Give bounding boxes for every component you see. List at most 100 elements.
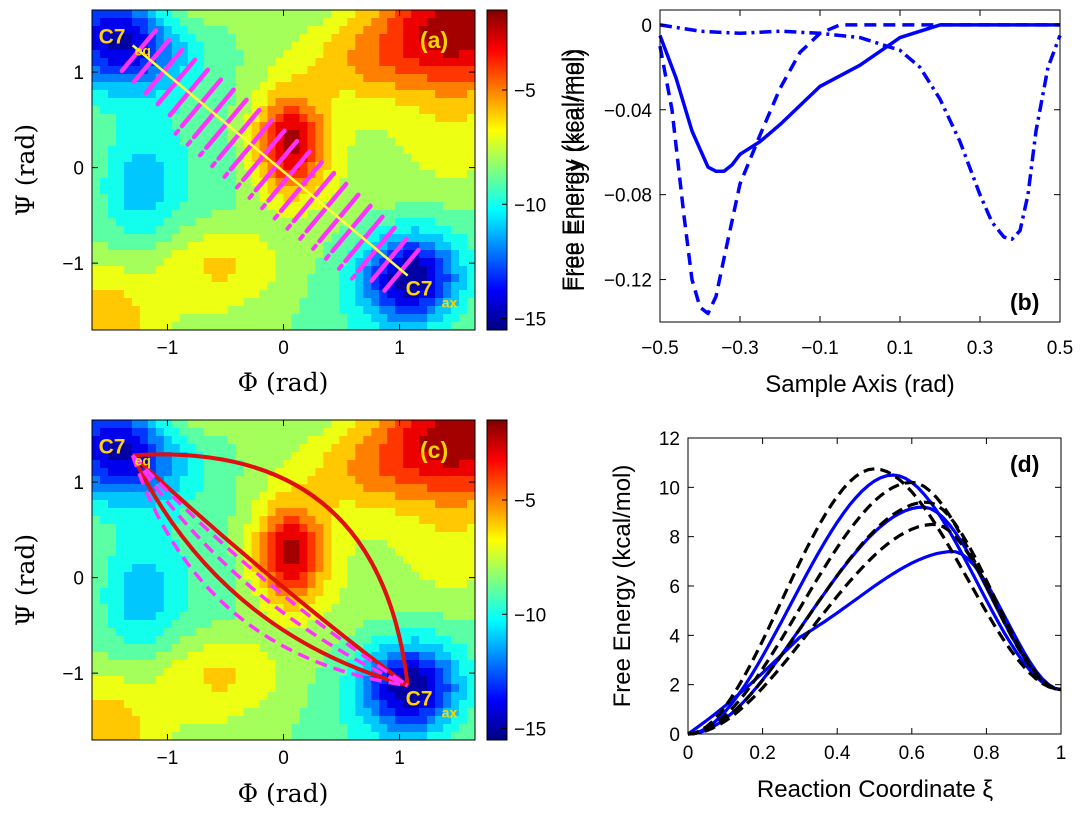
heat-cell xyxy=(315,636,324,645)
heat-cell xyxy=(203,42,213,51)
heat-cell xyxy=(275,282,285,291)
heat-cell xyxy=(267,82,277,91)
heat-cell xyxy=(323,210,332,219)
heat-cell xyxy=(427,540,436,549)
heat-cell xyxy=(411,684,420,693)
heat-cell xyxy=(451,146,460,155)
heat-cell xyxy=(99,162,109,171)
heat-cell xyxy=(395,492,404,501)
heat-cell xyxy=(451,532,460,541)
heat-cell xyxy=(123,66,133,75)
heat-cell xyxy=(115,226,125,235)
heat-cell xyxy=(267,652,277,661)
heat-cell xyxy=(259,460,269,469)
heat-cell xyxy=(387,74,396,83)
heat-cell xyxy=(323,26,332,35)
heat-cell xyxy=(347,580,356,589)
heat-cell xyxy=(451,138,460,147)
heat-cell xyxy=(131,218,141,227)
heat-cell xyxy=(211,692,221,701)
heat-cell xyxy=(339,500,348,509)
heat-cell xyxy=(443,596,452,605)
heat-cell xyxy=(355,314,364,323)
heat-cell xyxy=(179,628,189,637)
heat-cell xyxy=(331,596,340,605)
heat-cell xyxy=(451,644,460,653)
heat-cell xyxy=(299,548,309,557)
heat-cell xyxy=(115,234,125,243)
heat-cell xyxy=(131,66,141,75)
heat-cell xyxy=(99,154,109,163)
heat-cell xyxy=(267,708,277,717)
heat-cell xyxy=(219,10,229,19)
heat-cell xyxy=(259,636,269,645)
heat-cell xyxy=(363,210,372,219)
heat-cell xyxy=(179,74,189,83)
heat-cell xyxy=(179,226,189,235)
heat-cell xyxy=(443,620,452,629)
heat-cell xyxy=(379,428,388,437)
heat-cell xyxy=(315,652,324,661)
heat-cell xyxy=(371,588,380,597)
heat-cell xyxy=(371,242,380,251)
heat-cell xyxy=(259,604,269,613)
heat-cell xyxy=(275,732,285,740)
sampled-path xyxy=(131,454,409,688)
heat-cell xyxy=(219,692,229,701)
heat-cell xyxy=(371,476,380,485)
heat-cell xyxy=(203,612,213,621)
heat-cell xyxy=(267,26,277,35)
heat-cell xyxy=(451,298,460,307)
heat-cell xyxy=(123,692,133,701)
heat-cell xyxy=(251,732,261,740)
heat-cell xyxy=(259,476,269,485)
heat-cell xyxy=(99,250,109,259)
heat-cell xyxy=(107,218,117,227)
heat-cell xyxy=(235,524,245,533)
x-tick-label: −0.5 xyxy=(641,338,679,359)
heat-cell xyxy=(339,154,348,163)
heat-cell xyxy=(115,420,125,429)
heat-cell xyxy=(259,90,269,99)
heat-cell xyxy=(139,154,149,163)
heat-cell xyxy=(195,234,205,243)
heat-cell xyxy=(155,314,165,323)
heat-cell xyxy=(275,266,285,275)
heat-cell xyxy=(395,620,404,629)
heat-cell xyxy=(467,436,475,445)
y-tick-label: 12 xyxy=(659,429,680,450)
heat-cell xyxy=(131,210,141,219)
heat-cell xyxy=(147,138,157,147)
heat-cell xyxy=(323,452,332,461)
heat-cell xyxy=(259,492,269,501)
heat-cell xyxy=(331,468,340,477)
heat-cell xyxy=(123,186,133,195)
heat-cell xyxy=(283,258,293,267)
heat-cell xyxy=(347,82,356,91)
heat-cell xyxy=(92,692,101,701)
heat-cell xyxy=(203,10,213,19)
heat-cell xyxy=(427,492,436,501)
heat-cell xyxy=(211,114,221,123)
heat-cell xyxy=(291,226,301,235)
heat-cell xyxy=(203,620,213,629)
heat-cell xyxy=(259,564,269,573)
y-tick-label: 2 xyxy=(669,676,680,697)
heat-cell xyxy=(403,194,412,203)
x-tick-label: 0.2 xyxy=(749,743,775,764)
heat-cell xyxy=(139,652,149,661)
heat-cell xyxy=(115,676,125,685)
heat-cell xyxy=(211,684,221,693)
heat-cell xyxy=(315,74,324,83)
heat-cell xyxy=(299,26,309,35)
heat-cell xyxy=(459,106,468,115)
heat-cell xyxy=(219,644,229,653)
heat-cell xyxy=(387,692,396,701)
heat-cell xyxy=(379,684,388,693)
heat-cell xyxy=(387,218,396,227)
heat-cell xyxy=(347,34,356,43)
heat-cell xyxy=(315,250,324,259)
heat-cell xyxy=(355,154,364,163)
heat-cell xyxy=(179,668,189,677)
heat-cell xyxy=(123,122,133,131)
